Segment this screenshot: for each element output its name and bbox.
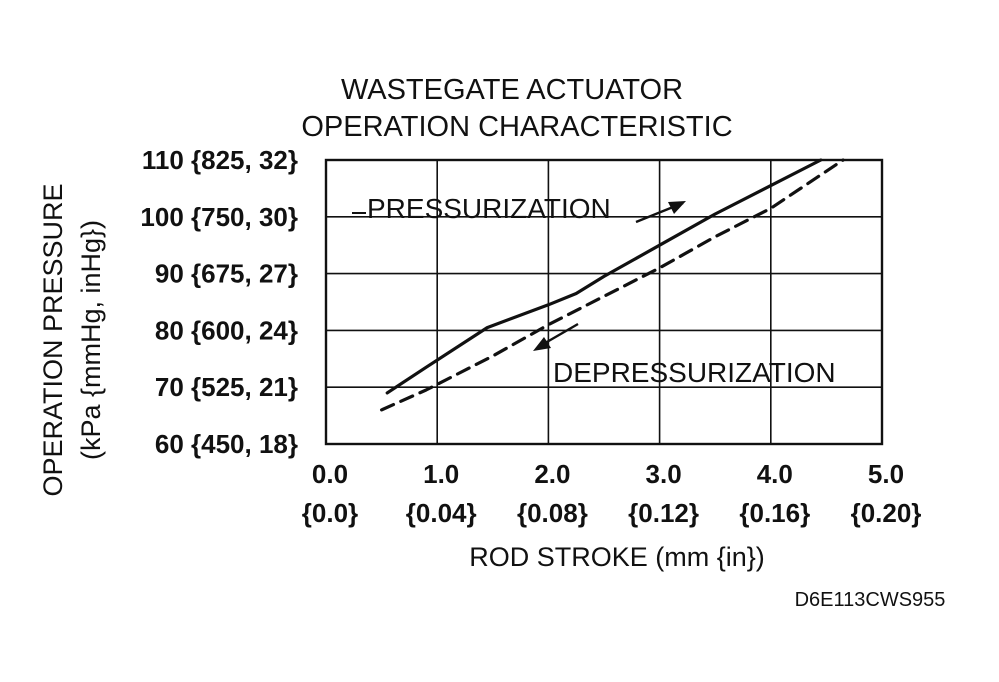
y-tick-label: 60 {450, 18}	[155, 429, 298, 459]
y-axis-label-line-2: (kPa {mmHg, inHg})	[76, 220, 106, 460]
arrow-pressurization-head	[668, 201, 686, 214]
x-tick-label: 1.0	[423, 459, 459, 489]
x-tick-sublabel: {0.0}	[302, 498, 358, 528]
series-line-pressurization	[385, 158, 823, 395]
x-tick-label: 4.0	[757, 459, 793, 489]
x-tick-label: 2.0	[534, 459, 570, 489]
series-lines	[380, 158, 845, 412]
y-tick-label: 100 {750, 30}	[140, 202, 298, 232]
annotation-pressurization: PRESSURIZATION	[367, 193, 611, 224]
x-tick-labels: 0.0 {0.0} 1.0 {0.04} 2.0 {0.08} 3.0 {0.12} 4.0 {0…	[302, 459, 922, 528]
y-tick-label: 110 {825, 32}	[142, 145, 298, 175]
series-line-depressurization	[380, 158, 845, 412]
annotation-depressurization: DEPRESSURIZATION	[553, 357, 836, 388]
grid	[324, 158, 884, 446]
figure-code: D6E113CWS955	[795, 589, 946, 611]
x-tick-sublabel: {0.12}	[628, 498, 699, 528]
plot-frame	[324, 158, 884, 446]
y-tick-labels: 110 {825, 32} 100 {750, 30} 90 {675, 27} 80…	[140, 145, 298, 459]
annotations: PRESSURIZATION DEPRESSURIZATION	[352, 193, 836, 388]
x-tick-sublabel: {0.16}	[739, 498, 810, 528]
y-tick-label: 70 {525, 21}	[155, 372, 298, 402]
x-tick-sublabel: {0.08}	[517, 498, 588, 528]
x-tick-label: 3.0	[646, 459, 682, 489]
x-tick-sublabel: {0.20}	[851, 498, 922, 528]
y-tick-label: 90 {675, 27}	[155, 259, 298, 289]
arrow-depressurization-head	[533, 337, 551, 351]
x-axis-label: ROD STROKE (mm {in})	[469, 542, 765, 572]
chart-title-line-1: WASTEGATE ACTUATOR	[341, 74, 683, 106]
x-tick-label: 5.0	[868, 459, 904, 489]
y-axis-label-line-1: OPERATION PRESSURE	[38, 183, 68, 496]
chart-title-line-2: OPERATION CHARACTERISTIC	[301, 111, 732, 143]
x-tick-label: 0.0	[312, 459, 348, 489]
y-tick-label: 80 {600, 24}	[155, 315, 298, 345]
x-tick-sublabel: {0.04}	[406, 498, 477, 528]
